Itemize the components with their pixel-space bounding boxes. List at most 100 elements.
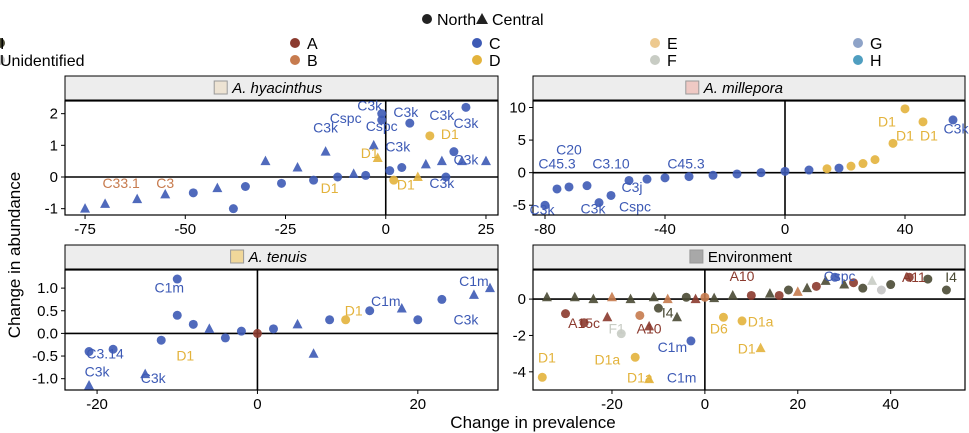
- data-point-north: [188, 188, 198, 198]
- facet-title: A. millepora: [703, 80, 783, 97]
- data-point-north: [564, 182, 574, 192]
- point-annotation: C45.3: [538, 156, 576, 172]
- x-tick-label: 0: [382, 221, 390, 238]
- data-point-north: [923, 274, 933, 284]
- data-point-north: [858, 283, 868, 293]
- point-annotation: C3.14: [86, 345, 124, 361]
- data-point-central: [260, 155, 271, 166]
- y-tick-label: -1.0: [32, 371, 58, 388]
- data-point-central: [212, 182, 223, 193]
- data-point-north: [756, 168, 766, 178]
- data-point-central: [160, 188, 171, 199]
- data-point-central: [625, 293, 636, 304]
- facet-swatch: [685, 80, 700, 95]
- point-annotation: C3k: [313, 120, 339, 136]
- y-tick-label: 10: [509, 100, 526, 117]
- region-legend: North Central: [422, 12, 544, 29]
- data-point-north: [437, 294, 447, 304]
- point-annotation: D6: [710, 321, 728, 337]
- data-point-north: [377, 115, 387, 125]
- point-annotation: D1a: [594, 352, 620, 368]
- data-point-central: [802, 282, 813, 293]
- data-point-north: [635, 310, 645, 320]
- data-point-north: [653, 303, 663, 313]
- data-point-north: [377, 109, 387, 119]
- data-point-north: [333, 172, 343, 182]
- point-annotation: D1a: [748, 313, 774, 329]
- y-axis-title: Change in abundance: [5, 172, 24, 338]
- clade-legend-swatch: [472, 38, 482, 48]
- region-legend-label: Central: [492, 12, 544, 29]
- data-point-central: [456, 155, 467, 166]
- data-point-central: [764, 288, 775, 298]
- x-tick-label: 0: [781, 221, 789, 238]
- data-point-north: [405, 118, 415, 128]
- facet-title: A. tenuis: [248, 249, 308, 266]
- data-point-north: [413, 315, 423, 325]
- plot-area: [532, 100, 966, 216]
- plot-area: [64, 269, 499, 391]
- data-point-north: [708, 170, 718, 180]
- data-point-north: [277, 178, 286, 188]
- data-point-north: [156, 335, 166, 345]
- point-annotation: A10: [730, 268, 755, 284]
- x-tick-label: 20: [409, 396, 426, 413]
- clade-legend-label: A: [307, 36, 318, 53]
- clade-legend-swatch: [290, 55, 300, 65]
- facet-strip: [64, 244, 499, 270]
- point-annotation: C3k: [429, 107, 455, 123]
- data-point-north: [811, 281, 821, 291]
- data-point-north: [172, 310, 182, 320]
- point-annotation: C1m: [658, 339, 688, 355]
- y-tick-label: 0: [518, 291, 526, 308]
- data-point-central: [588, 293, 599, 304]
- data-point-north: [389, 175, 399, 185]
- data-point-central: [348, 168, 359, 178]
- data-point-north: [804, 165, 814, 175]
- y-tick-label: 0: [50, 169, 58, 186]
- data-point-central: [80, 203, 91, 213]
- data-point-central: [412, 171, 423, 181]
- data-point-central: [320, 146, 331, 156]
- data-point-central: [84, 379, 95, 390]
- x-tick-label: -50: [174, 221, 196, 238]
- data-point-central: [820, 275, 831, 285]
- clade-legend-label: F: [667, 53, 677, 70]
- data-point-north: [309, 175, 319, 185]
- y-tick-label: 0: [518, 165, 526, 182]
- data-point-north: [220, 333, 230, 343]
- point-annotation: C3k: [453, 115, 479, 131]
- data-point-north: [630, 352, 640, 362]
- data-point-central: [368, 139, 379, 150]
- data-point-north: [948, 115, 958, 125]
- data-point-north: [579, 318, 589, 328]
- point-annotation: C3k: [141, 370, 167, 386]
- point-annotation: C3k: [393, 104, 419, 120]
- point-annotation: F1: [608, 321, 625, 337]
- point-annotation: Cspc: [824, 268, 856, 284]
- data-point-north: [325, 315, 335, 325]
- data-point-central: [292, 318, 303, 329]
- data-point-north: [252, 328, 262, 338]
- data-point-north: [461, 102, 471, 112]
- facet-swatch: [213, 80, 228, 95]
- data-point-north: [876, 285, 886, 295]
- data-point-north: [886, 280, 896, 290]
- y-tick-label: -2: [513, 327, 526, 344]
- point-annotation: C1m: [154, 280, 184, 296]
- y-tick-label: 0.0: [37, 325, 58, 342]
- point-annotation: C45.3: [667, 156, 705, 172]
- data-point-north: [188, 319, 198, 329]
- point-annotation: C3.10: [592, 156, 630, 172]
- point-annotation: C3k: [581, 201, 607, 217]
- data-point-north: [397, 163, 407, 172]
- point-annotation: C3k: [530, 201, 556, 217]
- point-annotation: A11: [902, 269, 926, 285]
- y-tick-label: 5: [518, 132, 526, 149]
- data-point-central: [727, 289, 738, 300]
- clade-legend-swatch: [0, 38, 5, 48]
- y-tick-label: 1.0: [37, 280, 58, 297]
- data-point-north: [783, 285, 793, 295]
- data-point-north: [684, 172, 694, 182]
- point-annotation: C3k: [944, 121, 969, 137]
